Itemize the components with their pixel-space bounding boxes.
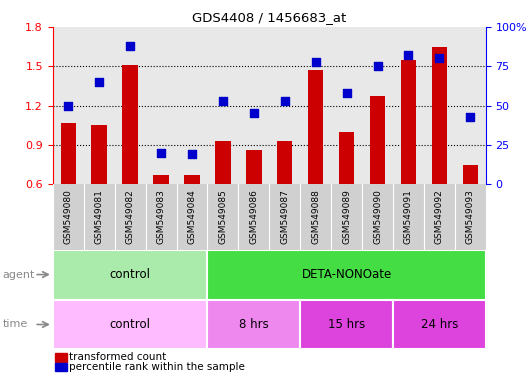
Bar bbox=[339, 132, 354, 184]
Bar bbox=[91, 125, 107, 184]
Point bbox=[250, 111, 258, 117]
Bar bbox=[370, 96, 385, 184]
Point bbox=[280, 98, 289, 104]
Bar bbox=[215, 141, 231, 184]
Point bbox=[312, 58, 320, 65]
Bar bbox=[61, 122, 76, 184]
Text: time: time bbox=[3, 319, 28, 329]
Text: 24 hrs: 24 hrs bbox=[421, 318, 458, 331]
Text: GSM549088: GSM549088 bbox=[311, 190, 320, 244]
Point bbox=[219, 98, 227, 104]
Text: control: control bbox=[110, 318, 150, 331]
Text: GSM549081: GSM549081 bbox=[95, 190, 103, 244]
Point bbox=[64, 103, 72, 109]
Text: 15 hrs: 15 hrs bbox=[328, 318, 365, 331]
Text: control: control bbox=[110, 268, 150, 281]
Point bbox=[404, 52, 413, 58]
Bar bbox=[246, 150, 261, 184]
Point bbox=[373, 63, 382, 70]
Point bbox=[126, 43, 134, 49]
Bar bbox=[184, 175, 200, 184]
Text: GSM549085: GSM549085 bbox=[219, 190, 228, 244]
Point bbox=[95, 79, 103, 85]
Point bbox=[342, 90, 351, 96]
Bar bbox=[208, 300, 300, 349]
Bar bbox=[153, 175, 169, 184]
Text: GDS4408 / 1456683_at: GDS4408 / 1456683_at bbox=[192, 12, 346, 25]
Text: agent: agent bbox=[3, 270, 35, 280]
Point bbox=[466, 114, 475, 120]
Text: GSM549083: GSM549083 bbox=[156, 190, 166, 244]
Bar bbox=[208, 250, 486, 300]
Text: GSM549091: GSM549091 bbox=[404, 190, 413, 244]
Text: transformed count: transformed count bbox=[69, 352, 166, 362]
Bar bbox=[432, 46, 447, 184]
Bar bbox=[122, 65, 138, 184]
Text: 8 hrs: 8 hrs bbox=[239, 318, 269, 331]
Bar bbox=[53, 300, 208, 349]
Text: GSM549087: GSM549087 bbox=[280, 190, 289, 244]
Text: GSM549080: GSM549080 bbox=[64, 190, 73, 244]
Text: GSM549093: GSM549093 bbox=[466, 190, 475, 244]
Bar bbox=[308, 70, 323, 184]
Bar bbox=[277, 141, 293, 184]
Text: GSM549082: GSM549082 bbox=[126, 190, 135, 244]
Text: GSM549090: GSM549090 bbox=[373, 190, 382, 244]
Text: GSM549092: GSM549092 bbox=[435, 190, 444, 244]
Bar bbox=[393, 300, 486, 349]
Point bbox=[435, 55, 444, 61]
Text: GSM549084: GSM549084 bbox=[187, 190, 196, 244]
Text: DETA-NONOate: DETA-NONOate bbox=[301, 268, 392, 281]
Bar bbox=[53, 250, 208, 300]
Text: percentile rank within the sample: percentile rank within the sample bbox=[69, 362, 244, 372]
Bar bbox=[463, 165, 478, 184]
Point bbox=[188, 151, 196, 157]
Text: GSM549089: GSM549089 bbox=[342, 190, 351, 244]
Bar bbox=[300, 300, 393, 349]
Point bbox=[157, 150, 165, 156]
Text: GSM549086: GSM549086 bbox=[249, 190, 258, 244]
Bar bbox=[401, 60, 416, 184]
